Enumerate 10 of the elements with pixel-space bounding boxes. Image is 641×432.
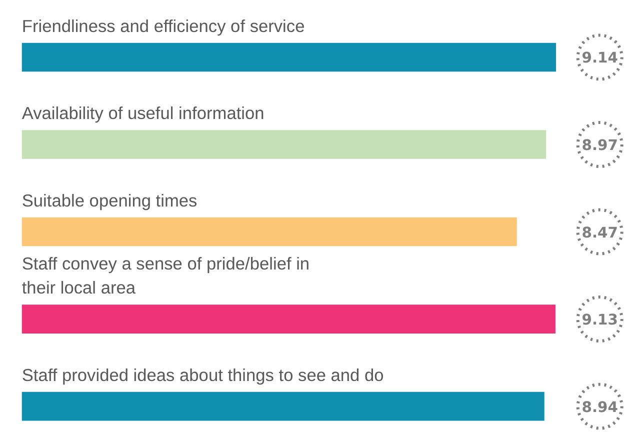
data-label: 8.94 — [582, 398, 618, 416]
y-tick-label: Staff convey a sense of pride/belief in their local area — [22, 254, 310, 298]
data-label: 9.13 — [582, 312, 618, 329]
data-label: 9.14 — [582, 50, 618, 67]
y-tick-label: Friendliness and efficiency of service — [22, 16, 305, 36]
y-tick-label: Suitable opening times — [22, 190, 198, 210]
data-label: 8.97 — [582, 137, 618, 154]
y-tick-label: Availability of useful information — [22, 103, 264, 124]
y-tick-label: Staff provided ideas about things to see and do — [22, 364, 384, 385]
data-label: 8.47 — [582, 224, 618, 242]
